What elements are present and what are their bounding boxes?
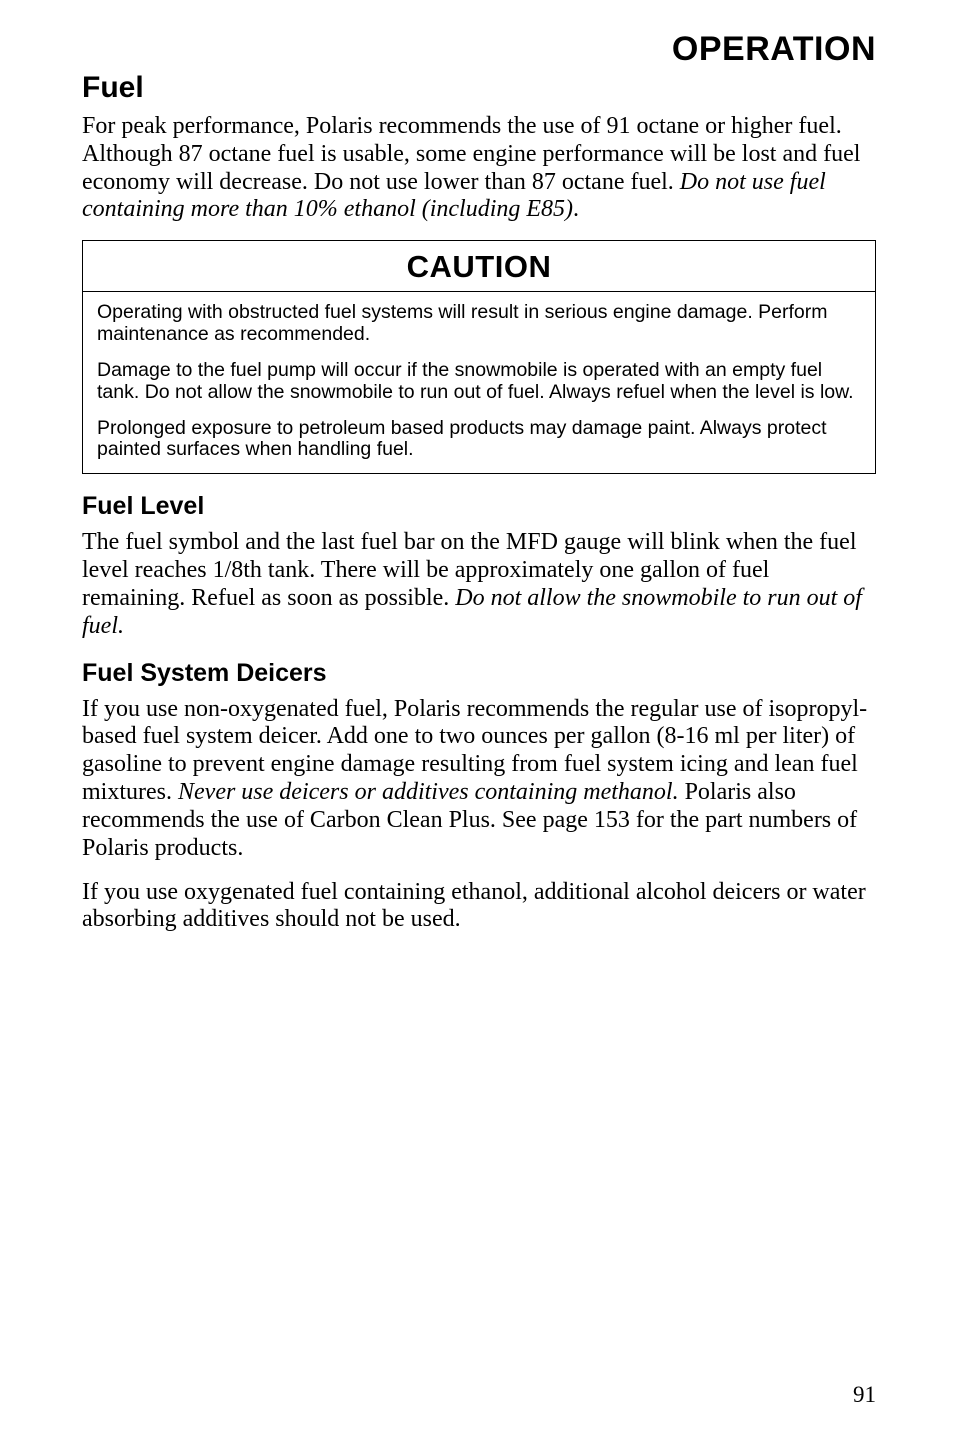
caution-paragraph-1: Operating with obstructed fuel systems w… (97, 302, 861, 346)
caution-title-cell: CAUTION (83, 241, 875, 292)
caution-paragraph-2: Damage to the fuel pump will occur if th… (97, 360, 861, 404)
caution-paragraph-3: Prolonged exposure to petroleum based pr… (97, 418, 861, 462)
caution-title: CAUTION (407, 249, 552, 284)
fuel-intro-paragraph: For peak performance, Polaris recommends… (82, 113, 876, 224)
section-heading-fuel: Fuel (82, 71, 876, 105)
caution-box: CAUTION Operating with obstructed fuel s… (82, 240, 876, 474)
fuel-intro-post: . (573, 196, 579, 222)
deicers-paragraph-1: If you use non-oxygenated fuel, Polaris … (82, 696, 876, 863)
page: OPERATION Fuel For peak performance, Pol… (0, 0, 954, 1454)
running-head: OPERATION (82, 30, 876, 69)
fuel-level-paragraph: The fuel symbol and the last fuel bar on… (82, 529, 876, 640)
deicers-p1-emphasis: Never use deicers or additives containin… (178, 779, 679, 805)
caution-body: Operating with obstructed fuel systems w… (83, 292, 875, 473)
page-number: 91 (853, 1382, 876, 1408)
subheading-fuel-level: Fuel Level (82, 492, 876, 521)
subheading-fuel-deicers: Fuel System Deicers (82, 659, 876, 688)
deicers-paragraph-2: If you use oxygenated fuel containing et… (82, 879, 876, 935)
